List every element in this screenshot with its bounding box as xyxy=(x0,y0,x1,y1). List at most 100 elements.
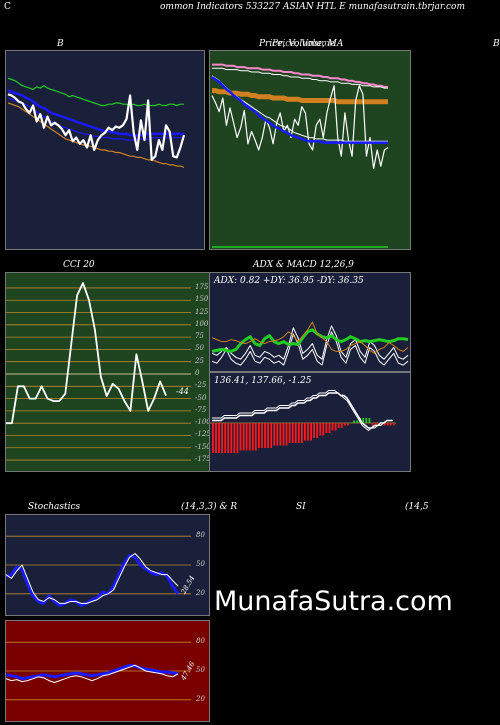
adx-chart xyxy=(211,321,409,366)
macd-histogram-bar xyxy=(261,423,263,448)
header-left-letter: C xyxy=(4,2,11,12)
cci-panel-title: CCI 20 xyxy=(63,260,95,270)
cci-tick-label: 150 xyxy=(195,295,209,304)
cci-tick-label: -100 xyxy=(195,418,210,427)
macd-histogram-bar xyxy=(291,423,294,443)
cci-tick-label: 50 xyxy=(195,344,204,353)
macd-histogram-bar xyxy=(267,423,269,448)
macd-histogram-bar xyxy=(264,423,266,448)
macd-histogram-bar xyxy=(254,423,257,451)
macd-histogram-bar xyxy=(325,423,328,433)
rsi-chart xyxy=(6,641,191,701)
macd-histogram-bar xyxy=(230,423,233,453)
price-panel xyxy=(209,50,411,250)
price-panel-title-overlay: Price, Volume xyxy=(272,39,335,49)
b-price-line xyxy=(7,93,186,162)
macd-histogram-bar xyxy=(350,423,352,424)
macd-histogram-bar xyxy=(276,423,279,446)
price-ma-white-1 xyxy=(212,67,388,89)
cci-tick-label: 25 xyxy=(195,356,204,365)
cci-chart xyxy=(6,282,191,461)
adx-panel: ADX: 0.82 +DY: 36.95 -DY: 36.35 xyxy=(209,272,411,372)
cci-tick-label: -150 xyxy=(195,442,210,451)
stochastics-tick-label: 20 xyxy=(196,588,205,597)
macd-chart xyxy=(210,390,396,453)
macd-histogram-bar xyxy=(279,423,282,446)
macd-readout: 136.41, 137.66, -1.25 xyxy=(214,376,312,386)
macd-histogram-bar xyxy=(347,423,349,426)
macd-histogram-bar xyxy=(371,423,374,426)
cci-tick-label: 75 xyxy=(195,332,204,341)
price-ma-blue xyxy=(211,75,388,144)
b-ma-green xyxy=(7,77,184,107)
price-line xyxy=(211,85,389,170)
macd-histogram-bar xyxy=(310,423,312,441)
macd-histogram-bar xyxy=(353,420,355,423)
macd-histogram-bar xyxy=(319,423,322,436)
macd-histogram-bar xyxy=(307,423,309,441)
macd-histogram-bar xyxy=(331,423,334,431)
cci-tick-label: 100 xyxy=(195,319,209,328)
cci-tick-label: 175 xyxy=(195,282,209,291)
macd-histogram-bar xyxy=(337,423,340,428)
macd-histogram-bar xyxy=(239,423,242,451)
header-title: ommon Indicators 533227 ASIAN HTL E muna… xyxy=(160,2,465,12)
stochastics-tick-label: 50 xyxy=(196,560,205,568)
macd-histogram-bar xyxy=(285,423,288,446)
cci-tick-label: 0 xyxy=(195,369,200,377)
cci-tick-label: -175 xyxy=(195,455,210,464)
stochastics-d-line xyxy=(6,553,179,604)
stochastics-params: (14,3,3) & R xyxy=(181,502,238,512)
macd-histogram-bar xyxy=(362,418,365,423)
macd-histogram-bar xyxy=(304,423,306,441)
macd-histogram-bar xyxy=(215,423,217,453)
stochastics-title: Stochastics xyxy=(28,502,81,512)
macd-histogram-bar xyxy=(233,423,236,453)
macd-histogram-bar xyxy=(245,423,248,451)
stochastics-panel: 80 50 20 28.54 xyxy=(5,514,210,616)
rsi-k-line xyxy=(6,663,179,681)
price-panel-title: Price, Volume, MA xyxy=(259,39,344,49)
stochastics-tick-label: 80 xyxy=(196,531,205,540)
macd-histogram-bar xyxy=(316,423,319,438)
b-ma-blue-thin xyxy=(7,97,184,141)
macd-histogram-bar xyxy=(282,423,285,446)
b-ma-blue-thick xyxy=(7,89,184,137)
watermark: MunafaSutra.com xyxy=(214,586,453,617)
macd-histogram-bar xyxy=(389,423,392,426)
macd-histogram-bar xyxy=(251,423,254,451)
macd-histogram-bar xyxy=(365,418,368,423)
macd-histogram-bar xyxy=(224,423,227,453)
si-params: (14,5 xyxy=(405,502,429,512)
rsi-tick-label: 80 xyxy=(196,637,205,646)
macd-histogram-bar xyxy=(368,418,371,423)
cci-panel: 175 150 125 100 75 50 25 0 -25 -50 -75 -100 -125 -150… xyxy=(5,272,210,472)
b-panel xyxy=(5,50,205,250)
macd-line xyxy=(212,392,393,429)
macd-histogram-bar xyxy=(258,423,260,448)
cci-last-value: -44 xyxy=(176,387,189,396)
b-chart xyxy=(7,77,186,168)
cci-tick-label: -25 xyxy=(195,381,207,390)
si-title: SI xyxy=(296,502,306,512)
cci-tick-label: -125 xyxy=(195,430,210,439)
macd-histogram-bar xyxy=(328,423,331,433)
rsi-d-line xyxy=(6,664,179,683)
macd-histogram-bar xyxy=(270,423,273,448)
cci-tick-label: -50 xyxy=(195,393,207,402)
macd-histogram-bar xyxy=(294,423,297,443)
macd-histogram-bar xyxy=(334,423,337,431)
macd-histogram-bar xyxy=(322,423,325,436)
price-ma-pink xyxy=(212,63,388,88)
macd-histogram-bar xyxy=(356,420,358,423)
macd-histogram-bar xyxy=(393,423,395,426)
macd-histogram-bar xyxy=(221,423,223,453)
adx-line-1 xyxy=(211,331,409,366)
macd-histogram-bar xyxy=(236,423,239,453)
macd-histogram-bar xyxy=(343,423,346,426)
stochastics-k-line xyxy=(6,553,180,607)
macd-histogram-bar xyxy=(374,423,377,426)
right-letter: B xyxy=(493,39,500,49)
rsi-panel: 80 50 20 47.46 xyxy=(5,620,210,722)
plus-di-line xyxy=(211,328,409,353)
